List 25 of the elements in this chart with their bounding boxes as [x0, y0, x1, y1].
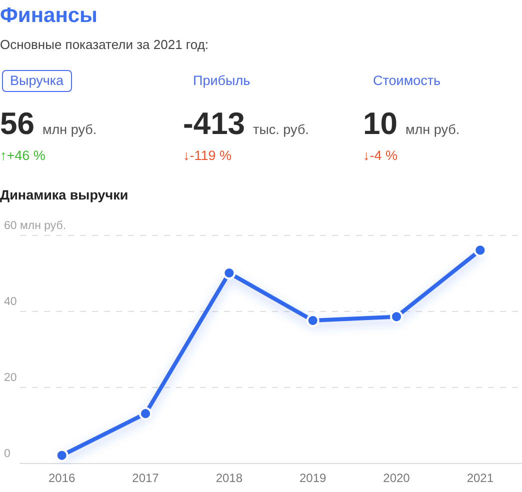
text: млн руб.	[405, 122, 460, 137]
text: Стоимость	[372, 72, 442, 90]
x-tick-label: 2016	[48, 471, 76, 485]
x-tick-label: 2021	[466, 471, 494, 485]
text: ↓-4 %	[363, 148, 398, 164]
x-tick-label: 2017	[132, 471, 160, 485]
tab[interactable]: Выручка	[2, 70, 72, 92]
text: млн руб.	[42, 122, 97, 137]
text: Прибыль	[192, 72, 252, 90]
text: 10	[363, 106, 398, 141]
x-tick-label: 2018	[216, 471, 243, 485]
text: тыс. руб.	[253, 122, 309, 137]
chart-title: Динамика выручки	[0, 188, 128, 202]
y-tick-label: 40	[4, 296, 17, 308]
text: Основные показатели за 2021 год:	[0, 37, 209, 53]
text: -413	[183, 106, 246, 141]
x-tick-label: 2020	[383, 471, 410, 485]
text: 56	[0, 106, 34, 141]
text: ↓-119 %	[183, 148, 232, 164]
y-tick-label: 0	[4, 448, 10, 460]
text: ↑+46 %	[0, 148, 46, 164]
y-tick-label: 20	[4, 372, 17, 384]
text: Финансы	[0, 4, 98, 28]
y-tick-label: 60 млн руб.	[4, 220, 66, 232]
x-tick-label: 2019	[299, 471, 327, 485]
